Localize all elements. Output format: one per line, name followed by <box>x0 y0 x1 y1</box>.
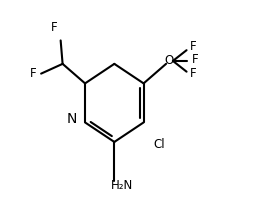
Text: N: N <box>66 112 77 127</box>
Text: F: F <box>190 67 197 80</box>
Text: O: O <box>164 54 174 68</box>
Text: F: F <box>50 21 57 34</box>
Text: F: F <box>190 40 197 53</box>
Text: Cl: Cl <box>153 138 165 151</box>
Text: F: F <box>30 67 37 80</box>
Text: H₂N: H₂N <box>111 179 133 192</box>
Text: F: F <box>192 53 199 67</box>
